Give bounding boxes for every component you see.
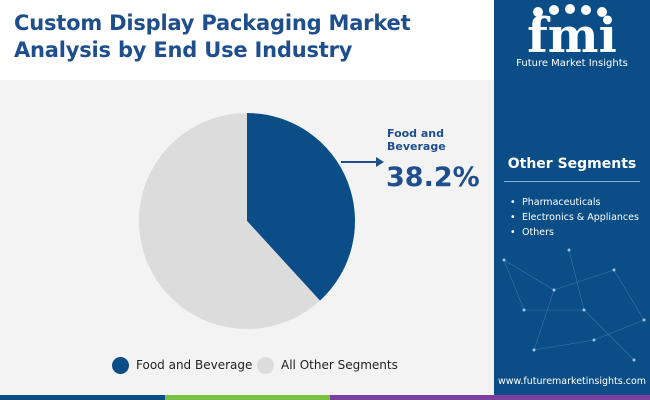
callout-arrow-head xyxy=(376,157,384,167)
fmi-logo: fmi xyxy=(527,4,617,64)
logo-dot-icon xyxy=(581,5,591,15)
legend-label: Food and Beverage xyxy=(136,358,253,372)
divider xyxy=(504,181,640,182)
bar-segment xyxy=(0,395,165,400)
callout-value: 38.2% xyxy=(386,162,480,193)
brand-name: Future Market Insights xyxy=(516,58,628,69)
logo-dot-icon xyxy=(549,5,559,15)
legend-swatch xyxy=(112,356,129,374)
website-link[interactable]: www.futuremarketinsights.com xyxy=(497,376,647,387)
other-segments-list: Pharmaceuticals Electronics & Appliances… xyxy=(510,195,639,240)
list-item: Pharmaceuticals xyxy=(510,195,639,210)
logo-dot-icon xyxy=(597,7,607,17)
callout-label: Food and Beverage xyxy=(387,127,446,153)
chart-legend: Food and Beverage All Other Segments xyxy=(0,354,494,376)
logo-letters: fmi xyxy=(527,8,617,64)
list-item: Electronics & Appliances xyxy=(510,210,639,225)
list-item: Others xyxy=(510,225,639,240)
legend-item-other-segments: All Other Segments xyxy=(257,354,398,376)
pie-slice-food-and-beverage xyxy=(247,113,355,301)
bottom-color-bar xyxy=(0,395,650,400)
bar-segment xyxy=(165,395,330,400)
logo-dot-icon xyxy=(565,4,575,14)
legend-swatch xyxy=(257,356,274,374)
legend-item-food-beverage: Food and Beverage xyxy=(112,354,252,376)
pie-slice-all-other-segments xyxy=(138,113,320,330)
bar-segment xyxy=(330,395,650,400)
network-decoration xyxy=(502,248,646,362)
other-segments-title: Other Segments xyxy=(507,156,637,172)
side-panel: fmi Future Market Insights Other Segment… xyxy=(494,0,650,400)
legend-label: All Other Segments xyxy=(281,358,398,372)
logo-dot-icon xyxy=(533,7,543,17)
chart-title: Custom Display Packaging Market Analysis… xyxy=(14,11,411,62)
